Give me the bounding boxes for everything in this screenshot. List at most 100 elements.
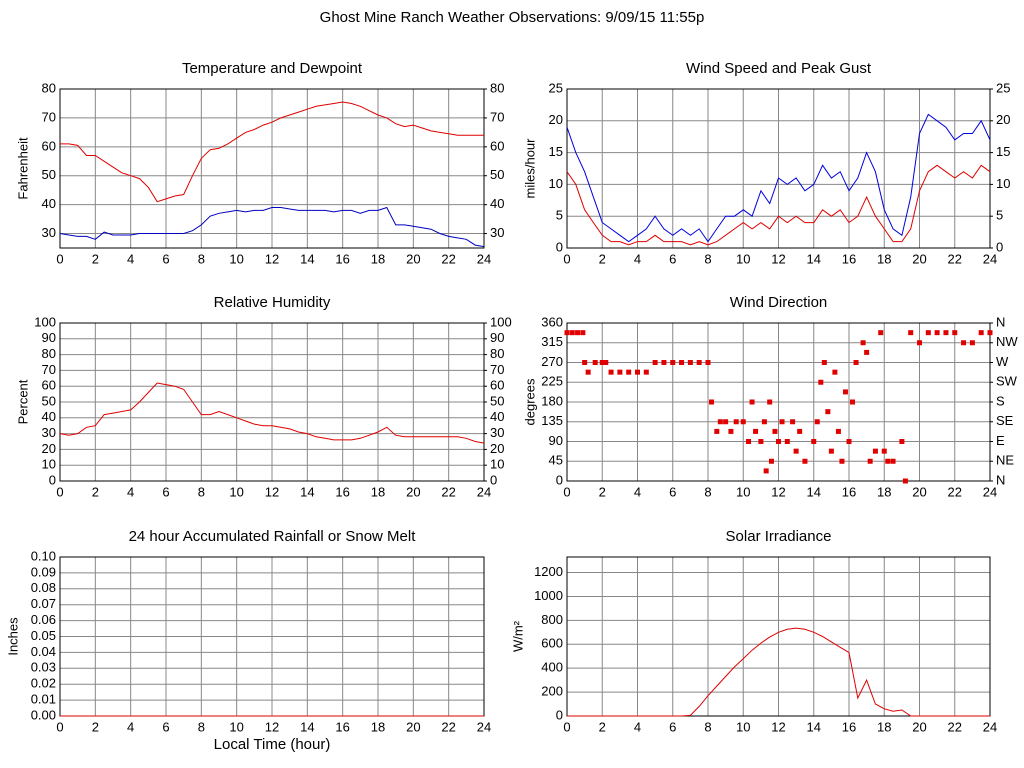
y2-tick-label: N bbox=[996, 472, 1005, 487]
y2-tick-label: 10 bbox=[490, 457, 504, 472]
x-tick-label: 18 bbox=[371, 251, 385, 266]
point bbox=[652, 360, 658, 365]
x-tick-label: 12 bbox=[265, 251, 279, 266]
x-tick-label: 12 bbox=[771, 251, 785, 266]
x-tick-label: 16 bbox=[842, 484, 856, 499]
y-tick-label: 70 bbox=[42, 109, 56, 124]
chart-title: Temperature and Dewpoint bbox=[182, 60, 363, 77]
point bbox=[902, 478, 908, 484]
series-line bbox=[59, 206, 485, 248]
y-tick-label: 0.01 bbox=[31, 692, 56, 707]
point bbox=[925, 330, 931, 336]
y2-tick-label: 0 bbox=[490, 472, 497, 487]
point bbox=[643, 369, 649, 375]
x-tick-label: 16 bbox=[335, 251, 349, 266]
x-tick-label: 22 bbox=[948, 484, 962, 499]
plot-frame bbox=[566, 88, 991, 249]
x-tick-label: 8 bbox=[704, 484, 711, 499]
point bbox=[687, 360, 693, 365]
point bbox=[705, 360, 711, 365]
y-axis-label: W/m² bbox=[510, 620, 525, 652]
y-tick-label: 40 bbox=[42, 196, 56, 211]
point bbox=[617, 369, 623, 375]
y-tick-label: 180 bbox=[541, 393, 563, 408]
x-tick-label: 0 bbox=[56, 719, 63, 734]
y2-tick-label: SW bbox=[996, 374, 1018, 389]
series-line bbox=[59, 382, 485, 444]
x-tick-label: 16 bbox=[842, 251, 856, 266]
point bbox=[608, 369, 614, 375]
point bbox=[569, 330, 575, 336]
x-tick-label: 0 bbox=[563, 719, 570, 734]
y2-tick-label: NE bbox=[996, 453, 1014, 468]
x-tick-label: 22 bbox=[948, 251, 962, 266]
x-tick-label: 8 bbox=[198, 251, 205, 266]
y-tick-label: 60 bbox=[42, 378, 56, 393]
y2-tick-label: 20 bbox=[490, 441, 504, 456]
y2-tick-label: 70 bbox=[490, 362, 504, 377]
y2-tick-label: 50 bbox=[490, 167, 504, 182]
series-line bbox=[566, 113, 991, 243]
y2-tick-label: 30 bbox=[490, 225, 504, 240]
y-tick-label: 10 bbox=[42, 457, 56, 472]
point bbox=[969, 340, 975, 346]
point bbox=[821, 360, 827, 365]
x-tick-label: 22 bbox=[948, 719, 962, 734]
y-tick-label: 315 bbox=[541, 334, 563, 349]
x-tick-label: 14 bbox=[300, 719, 314, 734]
y-axis-label: degrees bbox=[522, 378, 537, 425]
point bbox=[582, 360, 588, 365]
point bbox=[592, 360, 598, 365]
point bbox=[952, 330, 958, 336]
x-tick-label: 6 bbox=[162, 719, 169, 734]
y-tick-label: 800 bbox=[541, 612, 563, 627]
x-tick-label: 16 bbox=[335, 719, 349, 734]
plot-frame bbox=[566, 556, 991, 717]
point bbox=[753, 428, 759, 434]
y2-tick-label: N bbox=[996, 314, 1005, 329]
x-tick-label: 18 bbox=[877, 251, 891, 266]
x-tick-label: 24 bbox=[983, 484, 997, 499]
y-tick-label: 50 bbox=[42, 393, 56, 408]
x-tick-label: 10 bbox=[229, 251, 243, 266]
y-tick-label: 5 bbox=[556, 208, 563, 223]
point bbox=[717, 419, 723, 425]
x-tick-label: 0 bbox=[56, 251, 63, 266]
y2-tick-label: 70 bbox=[490, 109, 504, 124]
point bbox=[768, 458, 774, 464]
chart-title: Wind Direction bbox=[730, 294, 828, 311]
y-tick-label: 30 bbox=[42, 225, 56, 240]
point bbox=[899, 439, 905, 444]
x-tick-label: 2 bbox=[599, 251, 606, 266]
point bbox=[779, 419, 785, 425]
x-tick-label: 20 bbox=[406, 719, 420, 734]
point bbox=[832, 369, 838, 375]
chart-title: Wind Speed and Peak Gust bbox=[686, 60, 872, 77]
y2-tick-label: 0 bbox=[996, 239, 1003, 254]
x-tick-label: 4 bbox=[634, 719, 641, 734]
x-tick-label: 8 bbox=[704, 719, 711, 734]
y-tick-label: 90 bbox=[549, 433, 563, 448]
y2-tick-label: 40 bbox=[490, 409, 504, 424]
point bbox=[811, 439, 817, 444]
x-tick-label: 8 bbox=[198, 484, 205, 499]
y2-tick-label: 40 bbox=[490, 196, 504, 211]
x-tick-label: 14 bbox=[807, 251, 821, 266]
series-line bbox=[567, 627, 990, 717]
point bbox=[635, 369, 640, 375]
y-tick-label: 0 bbox=[556, 707, 563, 722]
x-tick-label: 24 bbox=[983, 251, 997, 266]
y-tick-label: 0.08 bbox=[31, 580, 56, 595]
y-tick-label: 0 bbox=[49, 472, 56, 487]
plot-frame bbox=[566, 322, 991, 482]
y2-tick-label: 20 bbox=[996, 112, 1010, 127]
y-tick-label: 0.07 bbox=[31, 596, 56, 611]
y-axis-label: Fahrenheit bbox=[15, 137, 30, 200]
y-tick-label: 90 bbox=[42, 330, 56, 345]
x-tick-label: 20 bbox=[406, 251, 420, 266]
y-tick-label: 135 bbox=[541, 413, 563, 428]
point bbox=[585, 369, 591, 375]
y-tick-label: 100 bbox=[34, 314, 56, 329]
point bbox=[767, 399, 773, 405]
point bbox=[746, 439, 752, 444]
